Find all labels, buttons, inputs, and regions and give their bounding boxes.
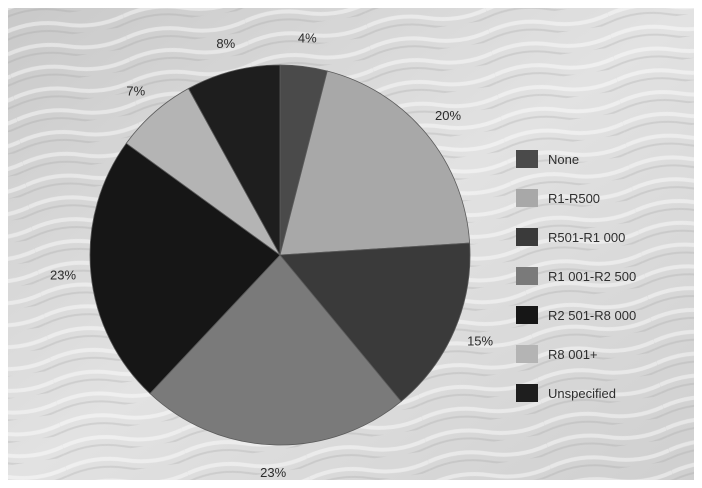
legend-label-r1-r500: R1-R500 — [548, 191, 600, 206]
value-label-r2-501-r8-000: 23% — [50, 268, 76, 283]
legend-label-unspecified: Unspecified — [548, 386, 616, 401]
legend-swatch-r8-001 — [516, 345, 538, 363]
value-label-r1-r500: 20% — [435, 108, 461, 123]
legend-label-r1-001-r2-500: R1 001-R2 500 — [548, 269, 636, 284]
value-label-unspecified: 8% — [216, 36, 235, 51]
legend-swatch-r501-r1-000 — [516, 228, 538, 246]
value-label-r501-r1-000: 15% — [467, 334, 493, 349]
pie-slice-unspecified — [187, 64, 281, 256]
legend-swatch-r2-501-r8-000 — [516, 306, 538, 324]
pie-slice-r1-r500 — [279, 70, 471, 256]
pie-slices — [89, 64, 471, 446]
legend-swatch-unspecified — [516, 384, 538, 402]
legend-swatch-r1-001-r2-500 — [516, 267, 538, 285]
value-label-r8-001: 7% — [126, 84, 145, 99]
legend-label-r2-501-r8-000: R2 501-R8 000 — [548, 308, 636, 323]
legend-swatch-r1-r500 — [516, 189, 538, 207]
legend-swatch-none — [516, 150, 538, 168]
pie-slice-r501-r1-000 — [279, 242, 471, 402]
legend-label-none: None — [548, 152, 579, 167]
pie-slice-r2-501-r8-000 — [89, 142, 281, 395]
pie-slice-r1-001-r2-500 — [149, 254, 402, 446]
value-label-none: 4% — [298, 31, 317, 46]
legend-label-r8-001: R8 001+ — [548, 347, 598, 362]
value-label-r1-001-r2-500: 23% — [260, 465, 286, 480]
legend-label-r501-r1-000: R501-R1 000 — [548, 230, 625, 245]
pie-value-labels: 4% 20% 15% 23% 23% 7% 8% — [50, 31, 494, 480]
legend: None R1-R500 R501-R1 000 R1 001-R2 500 R2 50… — [516, 150, 636, 402]
